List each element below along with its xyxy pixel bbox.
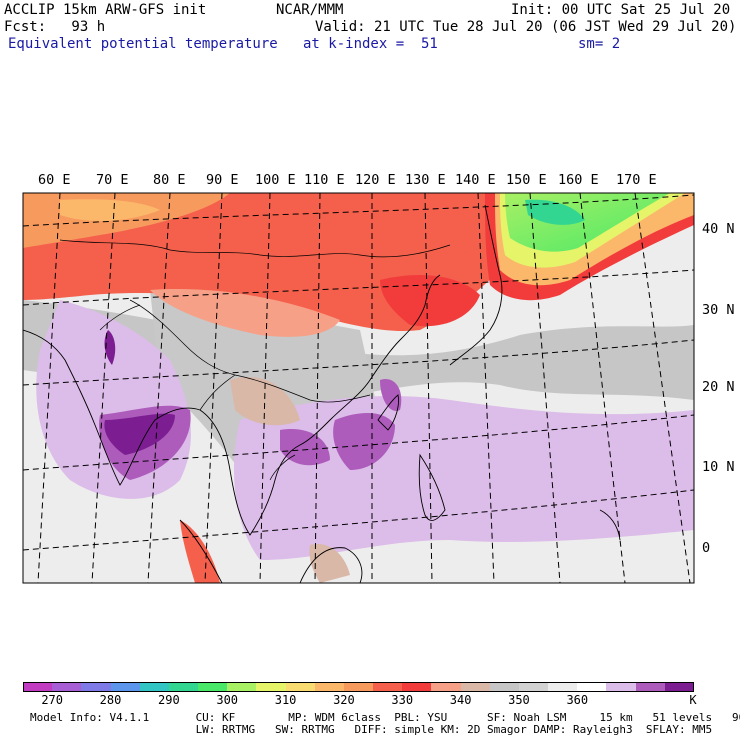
theta-e-330-asia [23,193,500,331]
theta-e-375-pakistan [104,330,116,365]
map-frame [22,192,695,584]
lon-label: 140 E [455,172,496,188]
theta-e-335-korea [380,275,480,327]
theta-e-345-myanmar [230,376,300,426]
colorbar-swatch [548,682,578,692]
lon-label: 130 E [405,172,446,188]
colorbar-tick-label: 290 [158,693,180,707]
lon-label: 100 E [255,172,296,188]
colorbar-tick-label: 360 [566,693,589,707]
theta-e-345-borneo [309,544,350,583]
organization-label: NCAR/MMM [276,2,344,18]
colorbar-swatch [518,682,549,692]
field-name: Equivalent potential temperature [8,36,278,52]
model-info-line1: Model Info: V4.1.1 CU: KF MP: WDM 6class… [30,711,740,724]
lon-label: 160 E [558,172,599,188]
coastlines [23,204,621,583]
country-borders [59,239,451,481]
lon-label: 110 E [304,172,345,188]
theta-e-330-sumatra [180,520,220,583]
lon-label: 120 E [355,172,396,188]
colorbar-swatch [139,682,170,692]
model-info-line2: LW: RRTMG SW: RRTMG DIFF: simple KM: 2D … [30,723,713,736]
lon-label: 90 E [206,172,239,188]
colorbar-swatch [23,682,53,692]
lat-label: 30 N [702,302,735,318]
forecast-hour: Fcst: 93 h [4,19,106,35]
colorbar-swatch [168,682,199,692]
lat-label: 40 N [702,221,735,237]
colorbar-tick-label: 280 [99,693,122,707]
colorbar-swatch [402,682,432,692]
lon-label: 170 E [616,172,657,188]
init-time: Init: 00 UTC Sat 25 Jul 20 [511,2,731,18]
colorbar-tick-label: 300 [216,693,239,707]
lon-label: 150 E [506,172,547,188]
colorbar-swatch [256,682,287,692]
colorbar-swatch [227,682,257,692]
colorbar-swatch [431,682,462,692]
colorbar-tick-label: 310 [274,693,297,707]
colorbar-tick-label: 340 [449,693,472,707]
colorbar-tick-label: 350 [508,693,530,707]
colorbar-swatch [577,682,607,692]
lon-label: 80 E [153,172,186,188]
colorbar-swatch [52,682,82,692]
theta-e-340-tibet [150,289,340,337]
graticule [23,193,694,583]
colorbar-tick-label: 330 [391,693,414,707]
colorbar-swatch [460,682,491,692]
colorbar-swatch [110,682,141,692]
colorbar-swatch [606,682,637,692]
lon-label: 60 E [38,172,71,188]
theta-e-370-taiwan [380,379,402,411]
colorbar-swatch [489,682,520,692]
colorbar-swatch [343,682,374,692]
lat-label: 0 [702,540,711,556]
colorbar-swatch [373,682,403,692]
theta-e-295-nw-pacific [525,199,585,225]
colorbar-unit: K [689,693,697,707]
colorbar-swatch [664,682,695,692]
lon-label: 70 E [96,172,129,188]
colorbar-tick-label: 270 [41,693,64,707]
level-index: at k-index = 51 [303,36,438,52]
lat-label: 10 N [702,459,735,475]
theta-e-365-pacific [234,396,694,560]
colorbar-swatch [635,682,666,692]
lat-label: 20 N [702,379,735,395]
colorbar-swatch [285,682,316,692]
colorbar-swatch [314,682,345,692]
colorbar-tick-label: 320 [333,693,355,707]
theta-e-320-central-asia [60,199,160,222]
valid-time: Valid: 21 UTC Tue 28 Jul 20 (06 JST Wed … [315,19,737,35]
colorbar-swatch [198,682,228,692]
colorbar-swatch [81,682,112,692]
theta-e-370-scs [333,413,395,470]
smoothing-label: sm= 2 [578,36,621,52]
model-title: ACCLIP 15km ARW-GFS init [4,2,207,18]
